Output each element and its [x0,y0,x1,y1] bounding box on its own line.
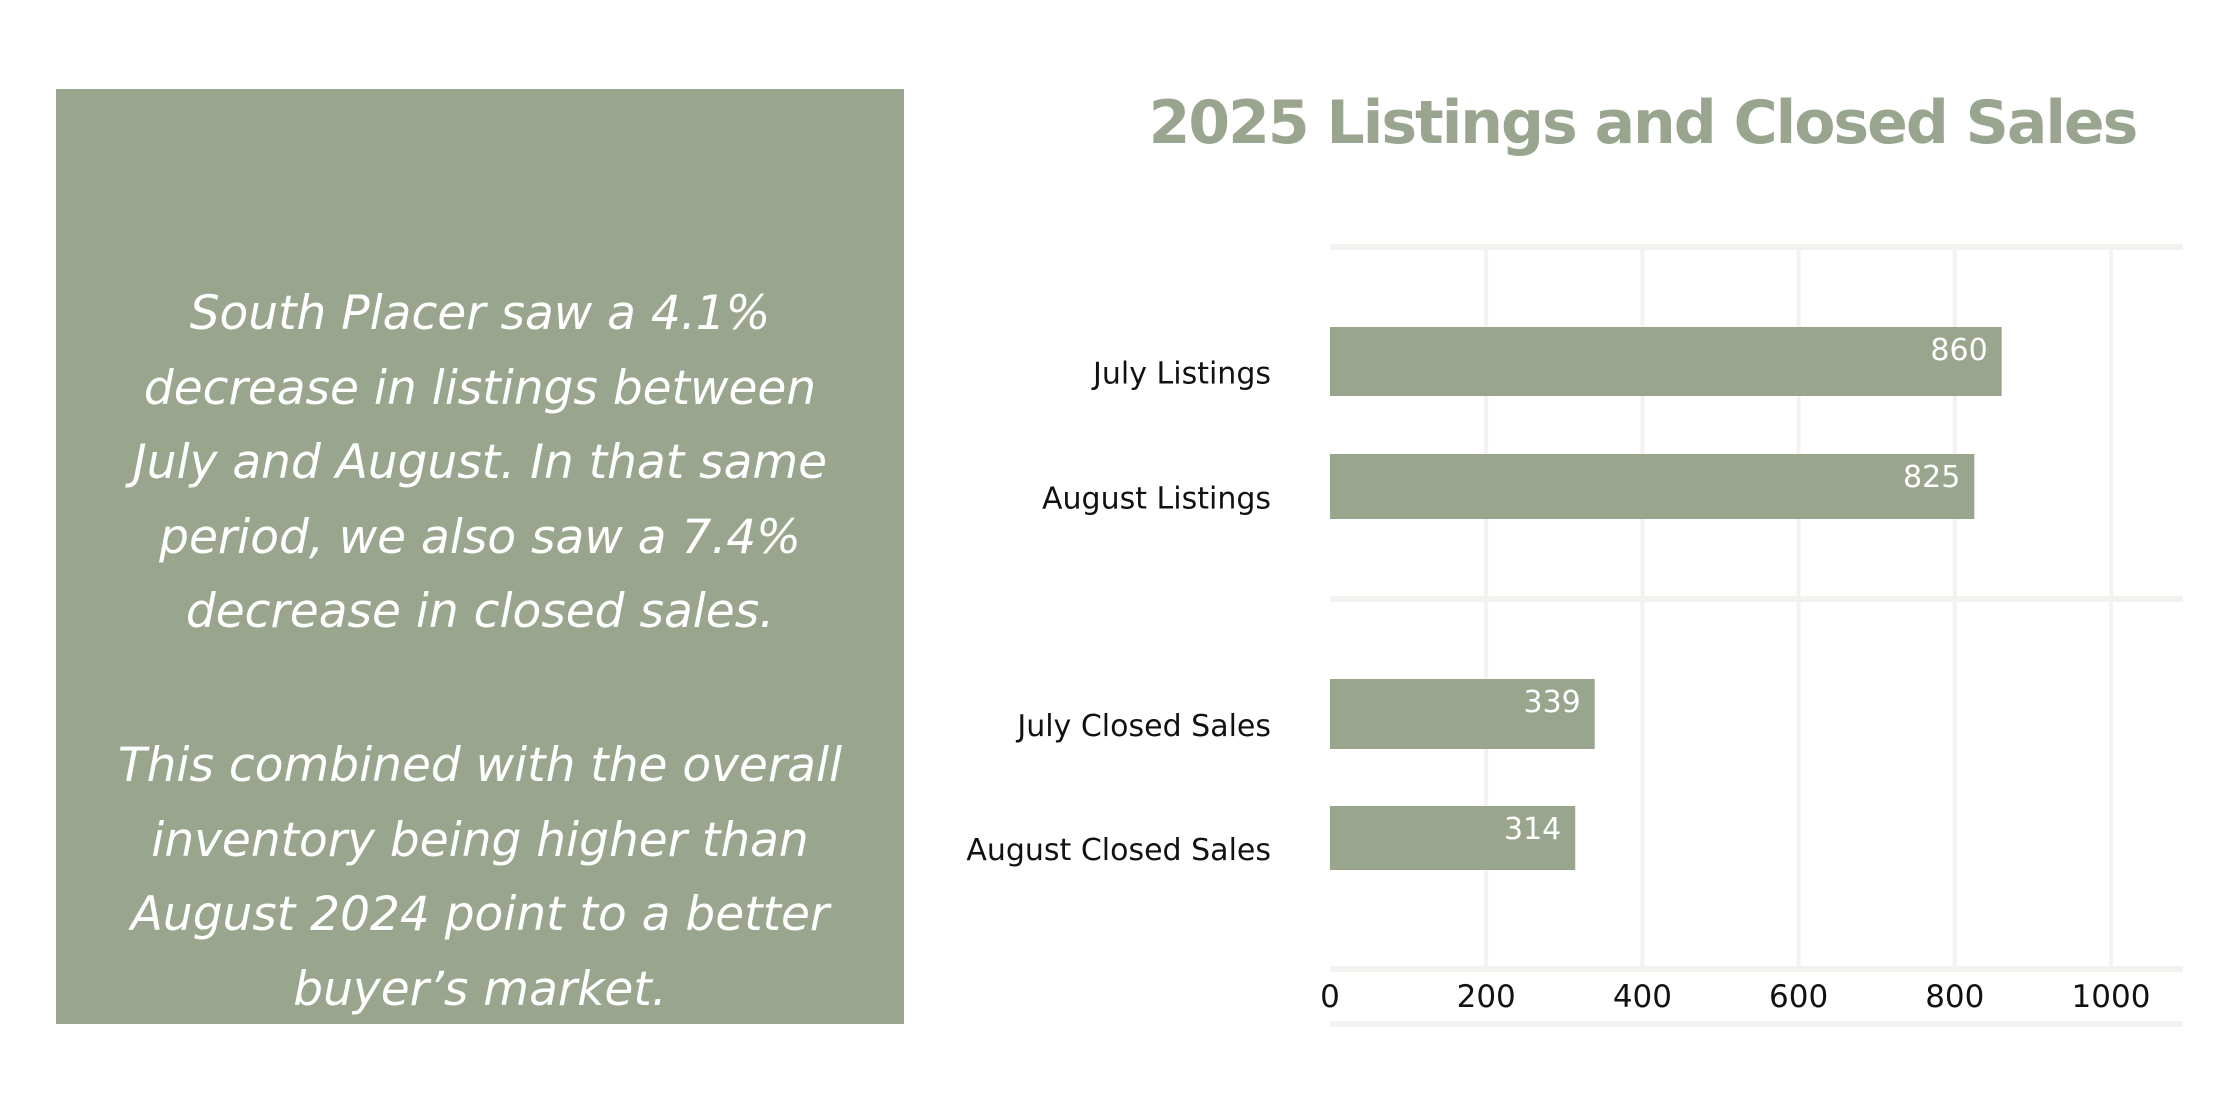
category-label: July Listings [1091,357,1271,392]
category-label: August Listings [1042,482,1271,517]
x-tick-label: 400 [1613,979,1672,1015]
x-tick-label: 1000 [2072,979,2151,1015]
bar [1330,806,1576,870]
category-label: July Closed Sales [1015,709,1271,744]
bar-data-label: 314 [1504,812,1561,847]
bar [1330,454,1975,519]
summary-callout: South Placer saw a 4.1% decrease in list… [56,89,904,1024]
bar [1330,679,1595,749]
x-tick-label: 200 [1457,979,1516,1015]
summary-paragraph-1: South Placer saw a 4.1% decrease in list… [132,286,828,639]
bar-data-label: 825 [1903,460,1960,495]
bar [1330,327,2002,396]
summary-paragraph-2: This combined with the overall inventory… [117,738,843,1017]
category-label: August Closed Sales [966,833,1271,868]
bar-data-label: 339 [1523,685,1580,720]
bar-data-label: 860 [1930,333,1987,368]
x-tick-label: 600 [1769,979,1828,1015]
x-tick-label: 800 [1925,979,1984,1015]
chart-title: 2025 Listings and Closed Sales [1148,88,2139,158]
x-tick-label: 0 [1320,979,1340,1015]
